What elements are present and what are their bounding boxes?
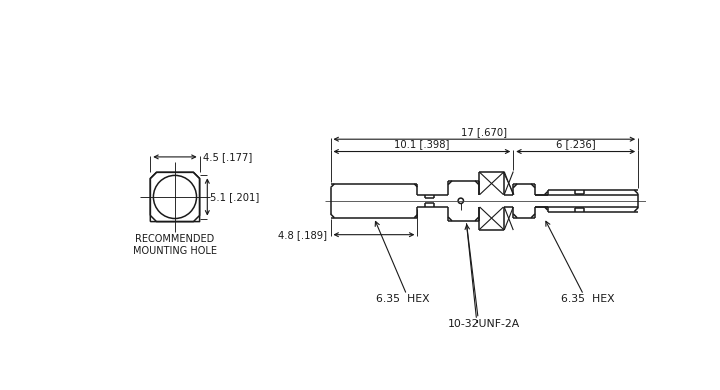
Text: RECOMMENDED
MOUNTING HOLE: RECOMMENDED MOUNTING HOLE [133,234,217,255]
Text: 5.1 [.201]: 5.1 [.201] [210,192,260,202]
Text: 6.35  HEX: 6.35 HEX [376,294,430,304]
Text: 4.5 [.177]: 4.5 [.177] [203,152,252,162]
Text: 6.35  HEX: 6.35 HEX [561,294,614,304]
Text: 10.1 [.398]: 10.1 [.398] [394,139,449,149]
Text: 17 [.670]: 17 [.670] [462,127,508,137]
Text: 6 [.236]: 6 [.236] [556,139,595,149]
Text: 10-32UNF-2A: 10-32UNF-2A [448,319,521,329]
Text: 4.8 [.189]: 4.8 [.189] [279,230,328,240]
